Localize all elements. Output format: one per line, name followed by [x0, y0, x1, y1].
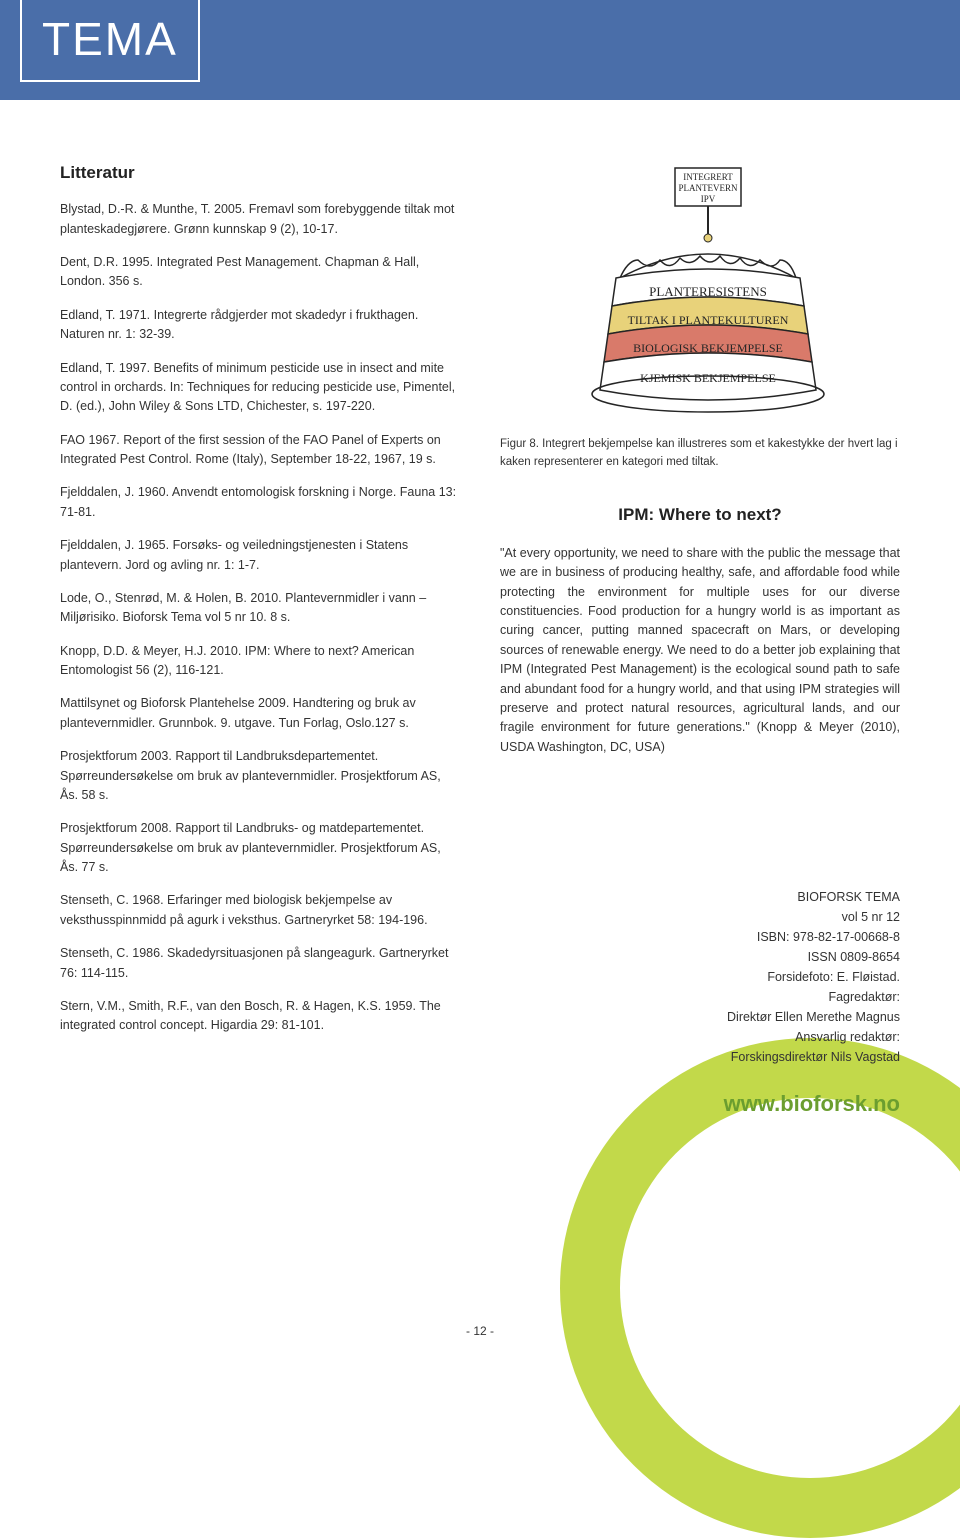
tema-label: TEMA	[42, 13, 178, 65]
ipm-title: IPM: Where to next?	[500, 502, 900, 528]
publication-info: BIOFORSK TEMA vol 5 nr 12 ISBN: 978-82-1…	[500, 887, 900, 1067]
reference-item: Mattilsynet og Bioforsk Plantehelse 2009…	[60, 694, 460, 733]
pub-issn: ISSN 0809-8654	[500, 947, 900, 967]
page-number: - 12 -	[0, 1324, 960, 1338]
pub-editor: Direktør Ellen Merethe Magnus	[500, 1007, 900, 1027]
references-list: Blystad, D.-R. & Munthe, T. 2005. Fremav…	[60, 200, 460, 1035]
pub-editor-label: Fagredaktør:	[500, 987, 900, 1007]
reference-item: Dent, D.R. 1995. Integrated Pest Managem…	[60, 253, 460, 292]
reference-item: Stenseth, C. 1986. Skadedyrsituasjonen p…	[60, 944, 460, 983]
pub-volume: vol 5 nr 12	[500, 907, 900, 927]
website-url: www.bioforsk.no	[500, 1087, 900, 1121]
reference-item: Edland, T. 1997. Benefits of minimum pes…	[60, 359, 460, 417]
reference-item: Stenseth, C. 1968. Erfaringer med biolog…	[60, 891, 460, 930]
reference-item: Knopp, D.D. & Meyer, H.J. 2010. IPM: Whe…	[60, 642, 460, 681]
right-column: INTEGRERT PLANTEVERN IPV PLANTERESISTENS…	[500, 160, 900, 1121]
pub-series: BIOFORSK TEMA	[500, 887, 900, 907]
svg-text:INTEGRERT: INTEGRERT	[683, 172, 733, 182]
reference-item: Lode, O., Stenrød, M. & Holen, B. 2010. …	[60, 589, 460, 628]
cake-figure: INTEGRERT PLANTEVERN IPV PLANTERESISTENS…	[560, 160, 840, 420]
reference-item: Prosjektforum 2003. Rapport til Landbruk…	[60, 747, 460, 805]
reference-item: Edland, T. 1971. Integrerte rådgjerder m…	[60, 306, 460, 345]
svg-text:IPV: IPV	[701, 194, 716, 204]
reference-item: Blystad, D.-R. & Munthe, T. 2005. Fremav…	[60, 200, 460, 239]
reference-item: FAO 1967. Report of the first session of…	[60, 431, 460, 470]
litteratur-title: Litteratur	[60, 160, 460, 186]
reference-item: Fjelddalen, J. 1960. Anvendt entomologis…	[60, 483, 460, 522]
pub-chief-label: Ansvarlig redaktør:	[500, 1027, 900, 1047]
header-bar: TEMA	[0, 0, 960, 100]
tema-box: TEMA	[20, 0, 200, 82]
reference-item: Stern, V.M., Smith, R.F., van den Bosch,…	[60, 997, 460, 1036]
reference-item: Prosjektforum 2008. Rapport til Landbruk…	[60, 819, 460, 877]
left-column: Litteratur Blystad, D.-R. & Munthe, T. 2…	[60, 160, 460, 1121]
figure-caption: Figur 8. Integrert bekjempelse kan illus…	[500, 436, 900, 472]
reference-item: Fjelddalen, J. 1965. Forsøks- og veiledn…	[60, 536, 460, 575]
svg-text:PLANTEVERN: PLANTEVERN	[679, 183, 738, 193]
pub-chief: Forskingsdirektør Nils Vagstad	[500, 1047, 900, 1067]
pub-isbn: ISBN: 978-82-17-00668-8	[500, 927, 900, 947]
content: Litteratur Blystad, D.-R. & Munthe, T. 2…	[0, 100, 960, 1161]
ipm-body: "At every opportunity, we need to share …	[500, 544, 900, 757]
pub-photo: Forsidefoto: E. Fløistad.	[500, 967, 900, 987]
